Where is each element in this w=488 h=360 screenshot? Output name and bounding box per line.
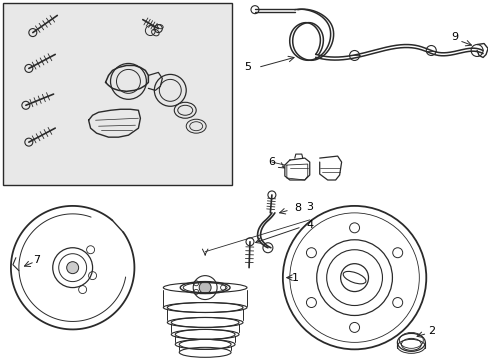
Text: 2: 2 [427, 327, 434, 336]
Text: 8: 8 [294, 203, 301, 213]
Text: 5: 5 [244, 62, 251, 72]
Circle shape [66, 262, 79, 274]
Text: 4: 4 [305, 220, 313, 230]
Circle shape [199, 282, 211, 293]
Text: 6: 6 [268, 157, 275, 167]
Text: 9: 9 [451, 32, 458, 41]
Text: 1: 1 [292, 273, 299, 283]
Bar [3, 3, 232, 185]
Text: 3: 3 [305, 202, 313, 212]
Text: 7: 7 [33, 255, 41, 265]
